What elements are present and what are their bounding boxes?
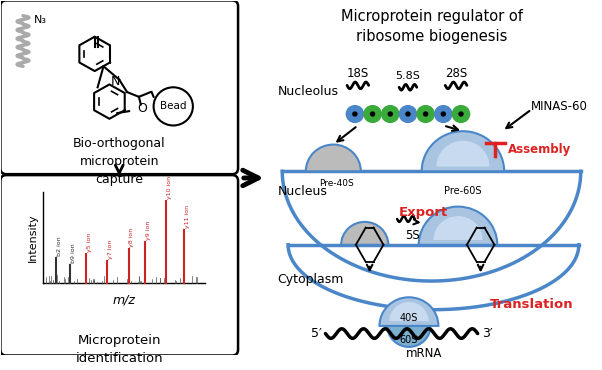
Circle shape (399, 105, 417, 123)
Circle shape (363, 105, 382, 123)
Text: Pre-40S: Pre-40S (319, 179, 353, 188)
Wedge shape (387, 326, 430, 347)
Text: 5.8S: 5.8S (396, 71, 420, 81)
Text: Bio-orthogonal
microprotein
capture: Bio-orthogonal microprotein capture (73, 137, 166, 186)
Text: N₃: N₃ (34, 15, 47, 25)
Circle shape (417, 105, 435, 123)
Text: y7 ion: y7 ion (108, 240, 113, 259)
Text: y10 ion: y10 ion (167, 176, 172, 199)
Wedge shape (421, 131, 504, 171)
Circle shape (352, 111, 358, 117)
Text: 40S: 40S (400, 313, 418, 323)
Text: Intensity: Intensity (28, 213, 38, 262)
Text: Microprotein regulator of
ribosome biogenesis: Microprotein regulator of ribosome bioge… (341, 9, 523, 44)
Text: MINAS-60: MINAS-60 (531, 100, 588, 113)
FancyBboxPatch shape (1, 175, 238, 356)
Wedge shape (389, 302, 429, 321)
Text: y5 ion: y5 ion (87, 233, 92, 252)
Text: m/z: m/z (112, 293, 135, 306)
Text: Assembly: Assembly (508, 143, 571, 156)
Circle shape (381, 105, 400, 123)
Text: Bead: Bead (160, 101, 187, 111)
Text: 28S: 28S (445, 67, 467, 80)
Text: 3′: 3′ (482, 327, 492, 340)
Text: Nucleus: Nucleus (278, 185, 327, 198)
Wedge shape (379, 297, 438, 326)
Text: Export: Export (399, 206, 448, 219)
Circle shape (434, 105, 453, 123)
Wedge shape (419, 206, 497, 245)
Text: b9 ion: b9 ion (71, 243, 76, 263)
Text: 5′: 5′ (311, 327, 321, 340)
Wedge shape (341, 222, 388, 245)
Wedge shape (306, 145, 361, 171)
Text: mRNA: mRNA (406, 347, 442, 360)
Circle shape (458, 111, 464, 117)
Text: Microprotein
identification: Microprotein identification (75, 333, 163, 364)
Circle shape (154, 87, 193, 125)
Circle shape (405, 111, 411, 117)
Text: Translation: Translation (489, 299, 573, 312)
Circle shape (441, 111, 446, 117)
Text: 60S: 60S (400, 336, 418, 346)
Text: O: O (137, 102, 147, 115)
Text: y11 ion: y11 ion (185, 205, 190, 228)
Text: b2 ion: b2 ion (57, 236, 61, 256)
Text: Pre-60S: Pre-60S (444, 186, 482, 196)
Circle shape (346, 105, 364, 123)
Circle shape (370, 111, 375, 117)
Text: Nucleolus: Nucleolus (278, 85, 338, 98)
FancyBboxPatch shape (1, 0, 238, 174)
Text: 18S: 18S (347, 67, 369, 80)
Circle shape (423, 111, 429, 117)
Text: N: N (111, 75, 120, 88)
Wedge shape (436, 141, 489, 166)
Text: y9 ion: y9 ion (146, 221, 150, 240)
Text: 5S: 5S (406, 229, 420, 242)
Text: Cytoplasm: Cytoplasm (278, 273, 344, 286)
Wedge shape (433, 216, 483, 240)
Circle shape (452, 105, 470, 123)
Circle shape (388, 111, 393, 117)
Text: y8 ion: y8 ion (129, 227, 134, 246)
